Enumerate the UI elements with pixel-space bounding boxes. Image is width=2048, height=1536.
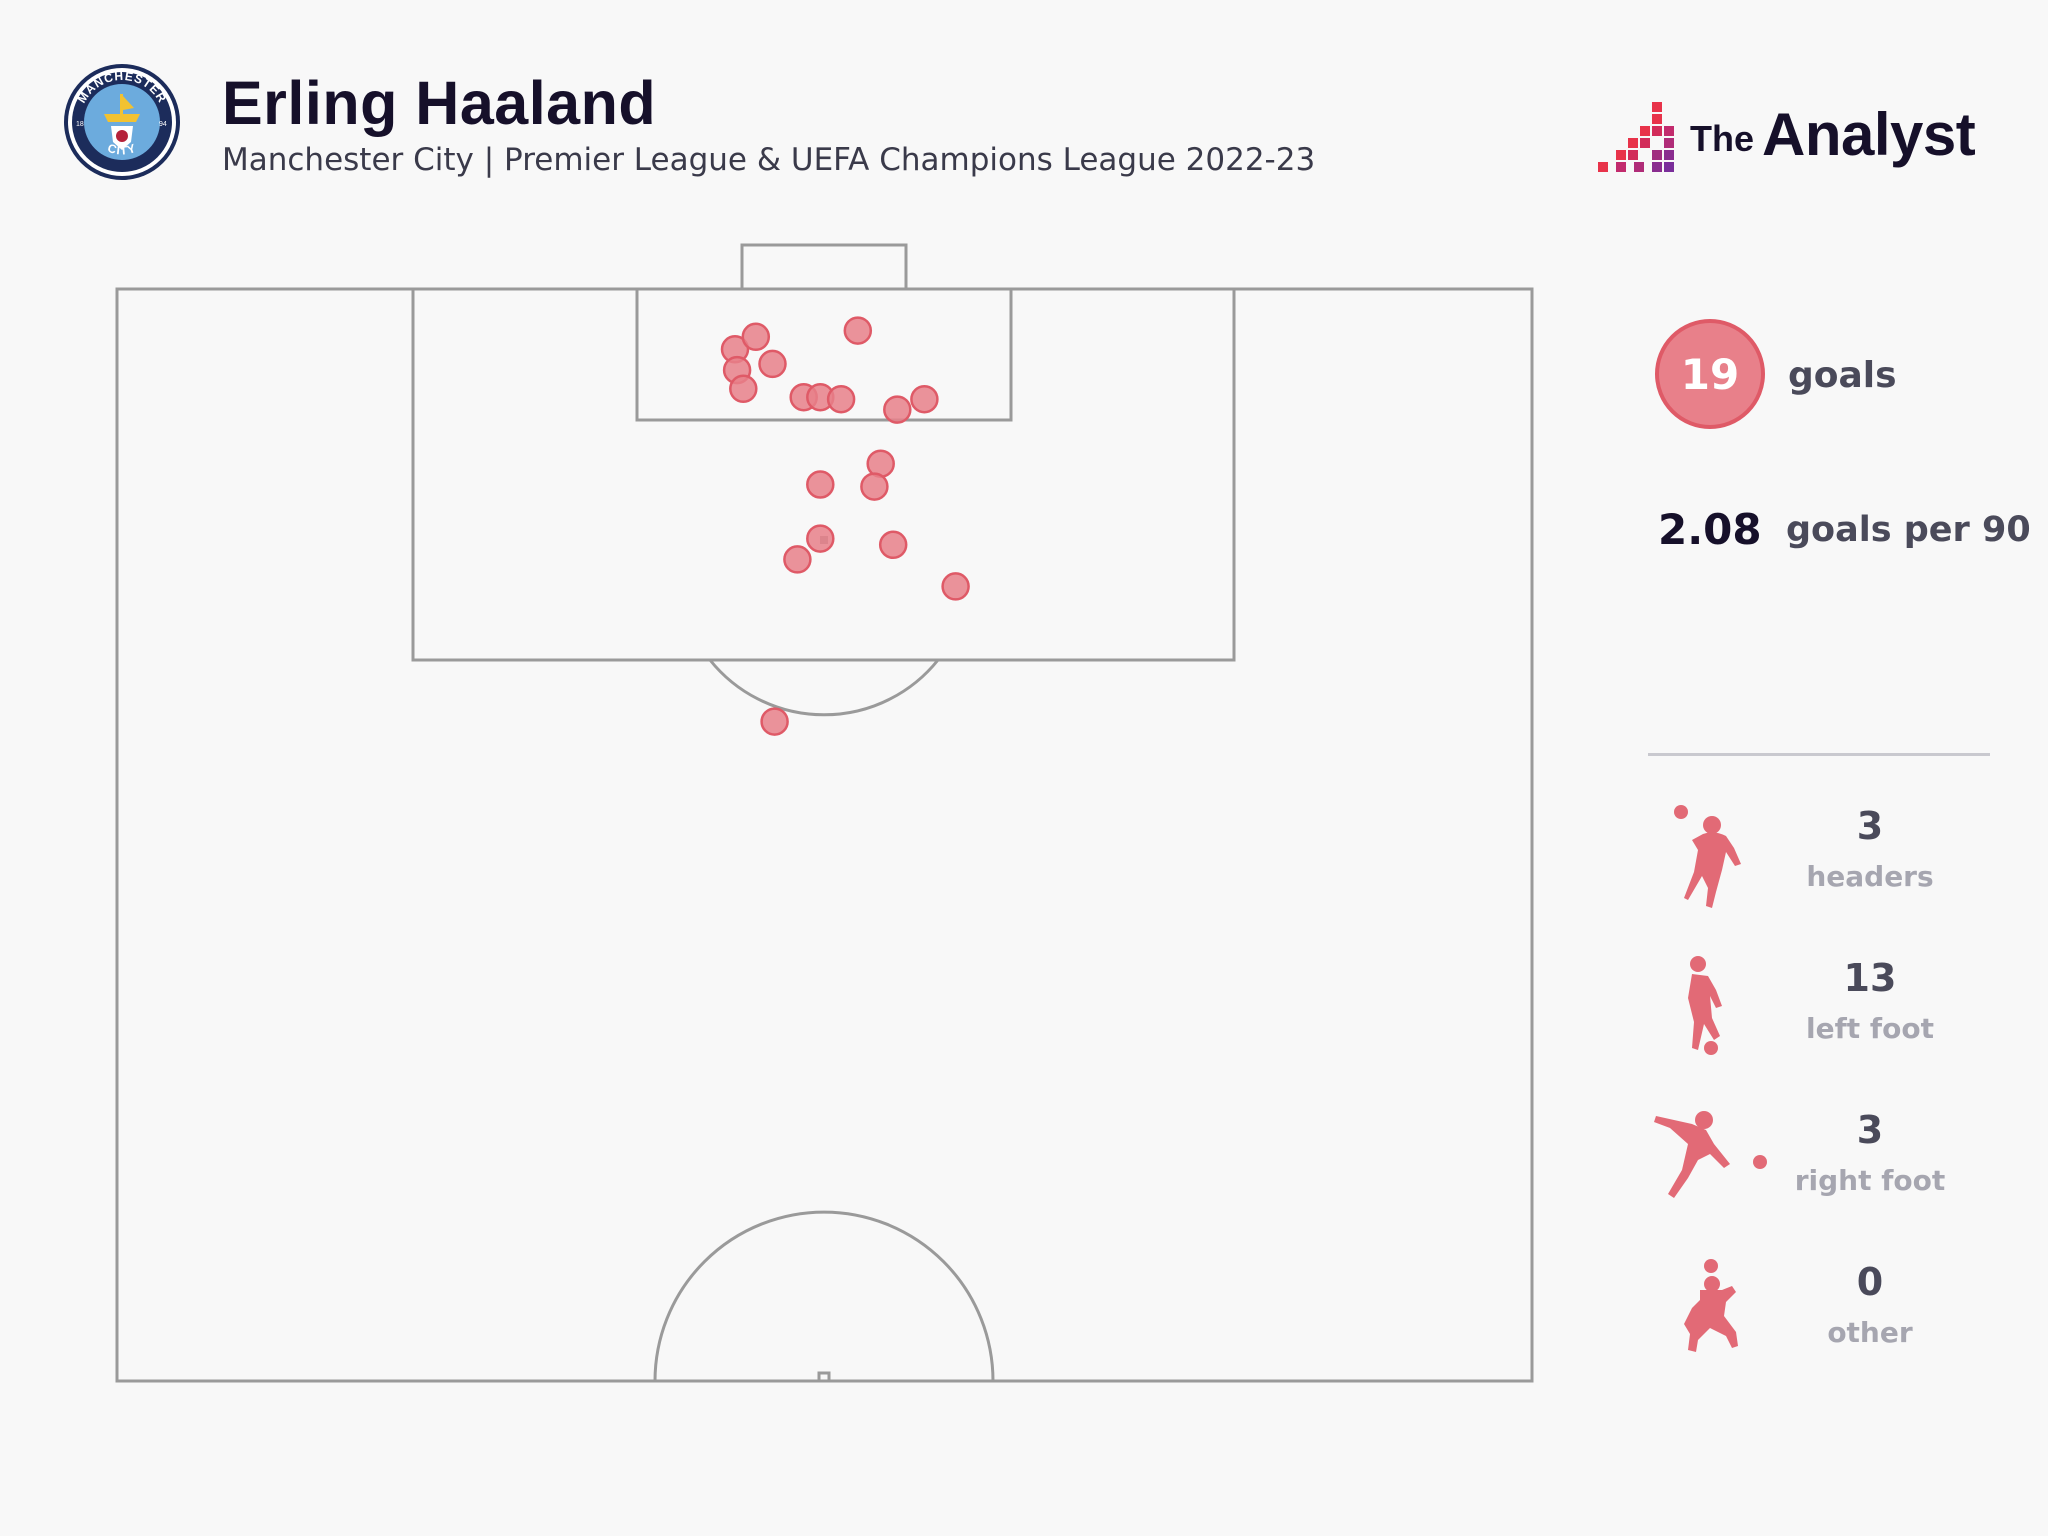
ship-hull-icon [104,114,140,122]
goal-shot-marker [910,384,939,414]
shot-map-pitch [115,243,1534,1383]
right-foot-player-icon [1654,1111,1767,1198]
breakdown-count: 0 [1856,1260,1884,1304]
breakdown-count: 3 [1856,1108,1884,1152]
goal-shot-marker [760,707,789,736]
goal-shot-marker [941,572,970,601]
goal-shot-marker [729,374,758,404]
crest-bottom-text: CITY [106,141,137,158]
goal-shot-marker [843,316,873,345]
player-name: Erling Haaland [222,69,657,137]
goal-shot-marker [783,545,812,574]
goals-label: goals [1788,355,1897,396]
goal-shot-marker [741,322,771,352]
club-crest: MANCHESTER CITY 18 94 [64,64,180,180]
ship-mast-icon [120,94,123,114]
centre-circle [653,1210,995,1382]
goal-shot-marker [758,349,787,379]
breakdown-count: 13 [1843,956,1897,1000]
breakdown-label: other [1827,1316,1913,1349]
breakdown-left-foot: 13 left foot [1640,952,2020,1082]
goal-shot-markers [720,316,970,736]
brand-logo: The Analyst [1594,98,2014,178]
breakdown-count: 3 [1856,804,1884,848]
breakdown-label: left foot [1806,1012,1934,1045]
goal-shot-marker [878,530,908,560]
goal-frame [740,243,908,291]
crest-left-year: 18 [76,121,84,128]
goal-shot-marker [860,472,889,501]
goal-shot-marker [806,470,835,499]
goal-shot-marker [806,524,835,553]
breakdown-headers: 3 headers [1640,800,2020,930]
crest-right-year: 94 [159,121,167,128]
svg-text:CITY: CITY [106,141,138,158]
other-player-icon [1684,1259,1738,1352]
goals-total-badge: 19 [1655,319,1765,429]
penalty-arc [708,659,940,717]
breakdown-label: right foot [1794,1164,1946,1197]
breakdown-other: 0 other [1640,1256,2020,1386]
breakdown-right-foot: 3 right foot [1640,1104,2020,1234]
brand-mark-icon [1598,102,1674,172]
subtitle: Manchester City | Premier League & UEFA … [222,142,1316,178]
goals-per-90-label: goals per 90 [1786,510,2031,550]
stats-divider [1648,753,1990,756]
goals-per-90-value: 2.08 [1658,505,1762,554]
crest-rose-icon [116,130,128,142]
brand-analyst-text: Analyst [1762,101,1976,168]
ship-sail-icon [123,96,134,110]
pitch-markings [115,243,1534,1383]
goal-shot-marker [826,384,856,414]
left-foot-player-icon [1688,956,1722,1055]
centre-spot [817,1371,831,1383]
pitch-outline [115,287,1534,1383]
brand-the-text: The [1690,118,1755,159]
breakdown-label: headers [1806,860,1934,893]
header-player-icon [1674,805,1741,908]
goal-shot-marker [883,395,912,424]
